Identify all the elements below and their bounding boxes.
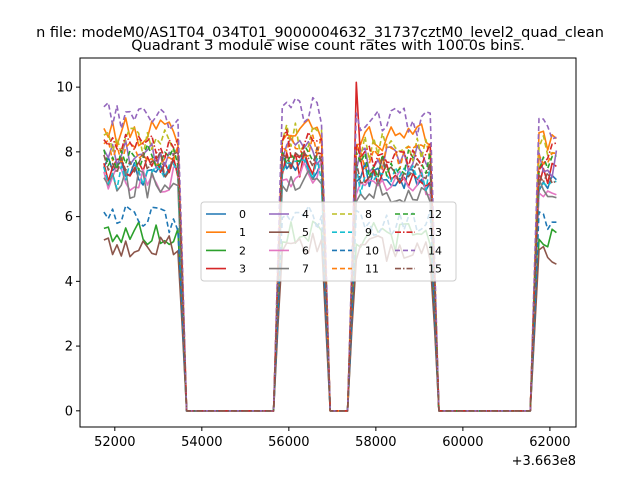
axes-frame bbox=[79, 57, 577, 428]
legend-label-11: 11 bbox=[365, 263, 379, 276]
series-line-14 bbox=[103, 96, 557, 412]
legend-label-6: 6 bbox=[302, 244, 309, 257]
y-tick-label: 6 bbox=[65, 210, 73, 225]
legend-label-5: 5 bbox=[302, 226, 309, 239]
x-tick-label: 52000 bbox=[94, 435, 135, 450]
y-tick-label: 4 bbox=[65, 275, 73, 290]
x-tick-label: 62000 bbox=[529, 435, 570, 450]
y-tick-label: 10 bbox=[56, 81, 73, 96]
legend-label-13: 13 bbox=[428, 226, 442, 239]
legend-label-14: 14 bbox=[428, 244, 442, 257]
y-axis: 0 2 4 6 8 10 bbox=[56, 81, 80, 419]
y-tick-label: 0 bbox=[65, 404, 73, 419]
x-tick-label: 54000 bbox=[181, 435, 222, 450]
x-tick-label: 56000 bbox=[268, 435, 309, 450]
legend-label-1: 1 bbox=[239, 226, 246, 239]
legend-label-3: 3 bbox=[239, 263, 246, 276]
legend-label-10: 10 bbox=[365, 244, 379, 257]
x-axis: 52000 54000 56000 58000 60000 62000 bbox=[94, 427, 571, 450]
legend-label-4: 4 bbox=[302, 208, 309, 221]
legend-label-15: 15 bbox=[428, 263, 442, 276]
y-tick-label: 8 bbox=[65, 145, 73, 160]
x-tick-label: 60000 bbox=[442, 435, 483, 450]
legend-label-7: 7 bbox=[302, 263, 309, 276]
chart-title: Quadrant 3 module wise count rates with … bbox=[131, 38, 525, 54]
legend-box bbox=[200, 201, 457, 282]
x-axis-offset-label: +3.663e8 bbox=[512, 454, 576, 469]
legend-label-8: 8 bbox=[365, 208, 372, 221]
legend-label-9: 9 bbox=[365, 226, 372, 239]
series-line-15 bbox=[103, 146, 557, 412]
y-tick-label: 2 bbox=[65, 340, 73, 355]
figure-suptitle: n file: modeM0/AS1T04_034T01_9000004632_… bbox=[36, 25, 604, 41]
legend-label-0: 0 bbox=[239, 208, 246, 221]
x-tick-label: 58000 bbox=[355, 435, 396, 450]
legend-label-12: 12 bbox=[428, 208, 442, 221]
plot-lines bbox=[103, 81, 558, 412]
legend-label-2: 2 bbox=[239, 244, 246, 257]
